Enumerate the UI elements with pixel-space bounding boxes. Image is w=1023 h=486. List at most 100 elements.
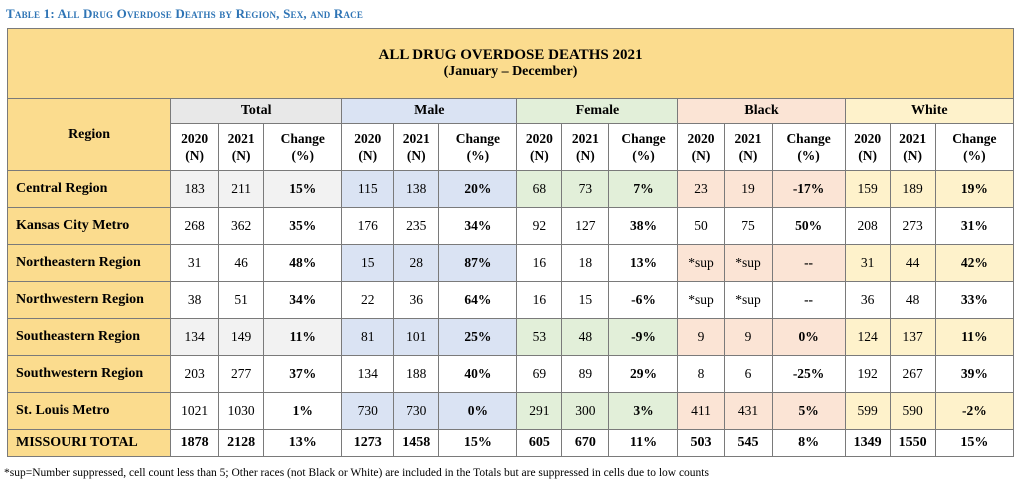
cell-total-change: 37%	[263, 355, 343, 393]
cell-male-2021: 138	[393, 170, 440, 208]
cell-white-2020: 124	[844, 318, 891, 356]
total-cell-female-2021: 670	[561, 429, 610, 457]
region-cell: Northeastern Region	[6, 244, 172, 282]
cell-black-2020: 9	[677, 318, 725, 356]
cell-total-2020: 203	[170, 355, 220, 393]
cell-total-2021: 1030	[218, 392, 265, 430]
col-header-label: 2021	[402, 131, 430, 146]
cell-male-change: 87%	[438, 244, 518, 282]
cell-total-2020: 1021	[170, 392, 220, 430]
cell-male-2021: 28	[393, 244, 440, 282]
cell-white-2021: 44	[889, 244, 936, 282]
cell-female-2021: 73	[561, 170, 610, 208]
col-header-label: 2020	[525, 131, 553, 146]
cell-male-change: 25%	[438, 318, 518, 356]
cell-female-change: 7%	[608, 170, 679, 208]
total-cell-black-change: 8%	[771, 429, 846, 457]
cell-black-change: 5%	[771, 392, 846, 430]
cell-black-2020: 411	[677, 392, 725, 430]
col-header-label: 2021	[227, 131, 255, 146]
cell-white-change: 11%	[934, 318, 1015, 356]
col-header-unit: (N)	[185, 148, 205, 163]
cell-black-2020: *sup	[677, 244, 725, 282]
cell-female-change: 38%	[608, 207, 679, 245]
cell-male-change: 0%	[438, 392, 518, 430]
table-title-cell: ALL DRUG OVERDOSE DEATHS 2021 (January –…	[7, 28, 1014, 99]
cell-total-2020: 38	[170, 281, 220, 319]
col-header-unit: (N)	[691, 148, 711, 163]
group-header-male: Male	[341, 98, 518, 124]
cell-male-change: 20%	[438, 170, 518, 208]
total-cell-black-2021: 545	[723, 429, 773, 457]
cell-total-2021: 211	[218, 170, 265, 208]
cell-black-change: -25%	[771, 355, 846, 393]
col-header-total-change: Change (%)	[263, 123, 343, 171]
region-cell: Central Region	[6, 170, 172, 208]
col-header-male-change: Change (%)	[438, 123, 518, 171]
overdose-table: ALL DRUG OVERDOSE DEATHS 2021 (January –…	[6, 28, 1015, 457]
cell-black-2021: 19	[723, 170, 773, 208]
cell-white-2021: 590	[889, 392, 936, 430]
cell-female-change: -9%	[608, 318, 679, 356]
cell-white-2021: 273	[889, 207, 936, 245]
total-cell-black-2020: 503	[677, 429, 725, 457]
cell-white-2020: 208	[844, 207, 891, 245]
region-header: Region	[6, 98, 172, 171]
cell-male-2021: 188	[393, 355, 440, 393]
col-header-label: 2020	[354, 131, 382, 146]
cell-total-change: 35%	[263, 207, 343, 245]
cell-male-2020: 730	[341, 392, 395, 430]
col-header-label: Change	[621, 131, 666, 146]
col-header-unit: (N)	[231, 148, 251, 163]
region-cell: Kansas City Metro	[6, 207, 172, 245]
cell-black-2020: *sup	[677, 281, 725, 319]
table-row: Kansas City Metro 268 362 35% 176 235 34% 92 127…	[6, 207, 1015, 245]
col-header-unit: (N)	[903, 148, 923, 163]
cell-male-change: 64%	[438, 281, 518, 319]
cell-black-change: --	[771, 281, 846, 319]
col-header-label: 2021	[734, 131, 762, 146]
col-header-label: Change	[280, 131, 325, 146]
cell-female-2021: 48	[561, 318, 610, 356]
total-cell-female-2020: 605	[516, 429, 563, 457]
total-row: MISSOURI TOTAL 1878 2128 13% 1273 1458 15% 605 6…	[6, 429, 1015, 457]
cell-male-2020: 134	[341, 355, 395, 393]
cell-total-2021: 149	[218, 318, 265, 356]
cell-white-2021: 137	[889, 318, 936, 356]
cell-male-2020: 81	[341, 318, 395, 356]
cell-white-2020: 599	[844, 392, 891, 430]
cell-black-change: -17%	[771, 170, 846, 208]
table-title: ALL DRUG OVERDOSE DEATHS 2021	[378, 47, 643, 63]
cell-black-change: 50%	[771, 207, 846, 245]
col-header-label: 2021	[899, 131, 927, 146]
col-header-unit: (%)	[963, 148, 986, 163]
cell-total-2020: 134	[170, 318, 220, 356]
col-header-unit: (N)	[858, 148, 877, 163]
cell-white-change: 31%	[934, 207, 1015, 245]
cell-white-change: 19%	[934, 170, 1015, 208]
table-caption: Table 1: All Drug Overdose Deaths by Reg…	[6, 6, 364, 21]
cell-female-2020: 16	[516, 281, 563, 319]
cell-total-change: 11%	[263, 318, 343, 356]
col-header-black-change: Change (%)	[771, 123, 846, 171]
cell-male-2021: 36	[393, 281, 440, 319]
cell-white-2021: 267	[889, 355, 936, 393]
cell-total-2020: 268	[170, 207, 220, 245]
table-row: Northeastern Region 31 46 48% 15 28 87% 16 18 13%…	[6, 244, 1015, 282]
col-header-label: 2020	[854, 131, 882, 146]
cell-black-change: --	[771, 244, 846, 282]
cell-female-change: 3%	[608, 392, 679, 430]
col-header-unit: (%)	[797, 148, 820, 163]
region-cell: Southwestern Region	[6, 355, 172, 393]
table-row: Central Region 183 211 15% 115 138 20% 68 73 7% 23…	[6, 170, 1015, 208]
cell-white-change: 33%	[934, 281, 1015, 319]
total-cell-white-change: 15%	[934, 429, 1015, 457]
cell-black-2021: *sup	[723, 244, 773, 282]
col-header-label: Change	[786, 131, 831, 146]
col-header-unit: (%)	[466, 148, 490, 163]
total-cell-white-2020: 1349	[844, 429, 891, 457]
cell-black-2020: 23	[677, 170, 725, 208]
total-cell-white-2021: 1550	[889, 429, 936, 457]
col-header-unit: (N)	[406, 148, 426, 163]
cell-male-2021: 235	[393, 207, 440, 245]
